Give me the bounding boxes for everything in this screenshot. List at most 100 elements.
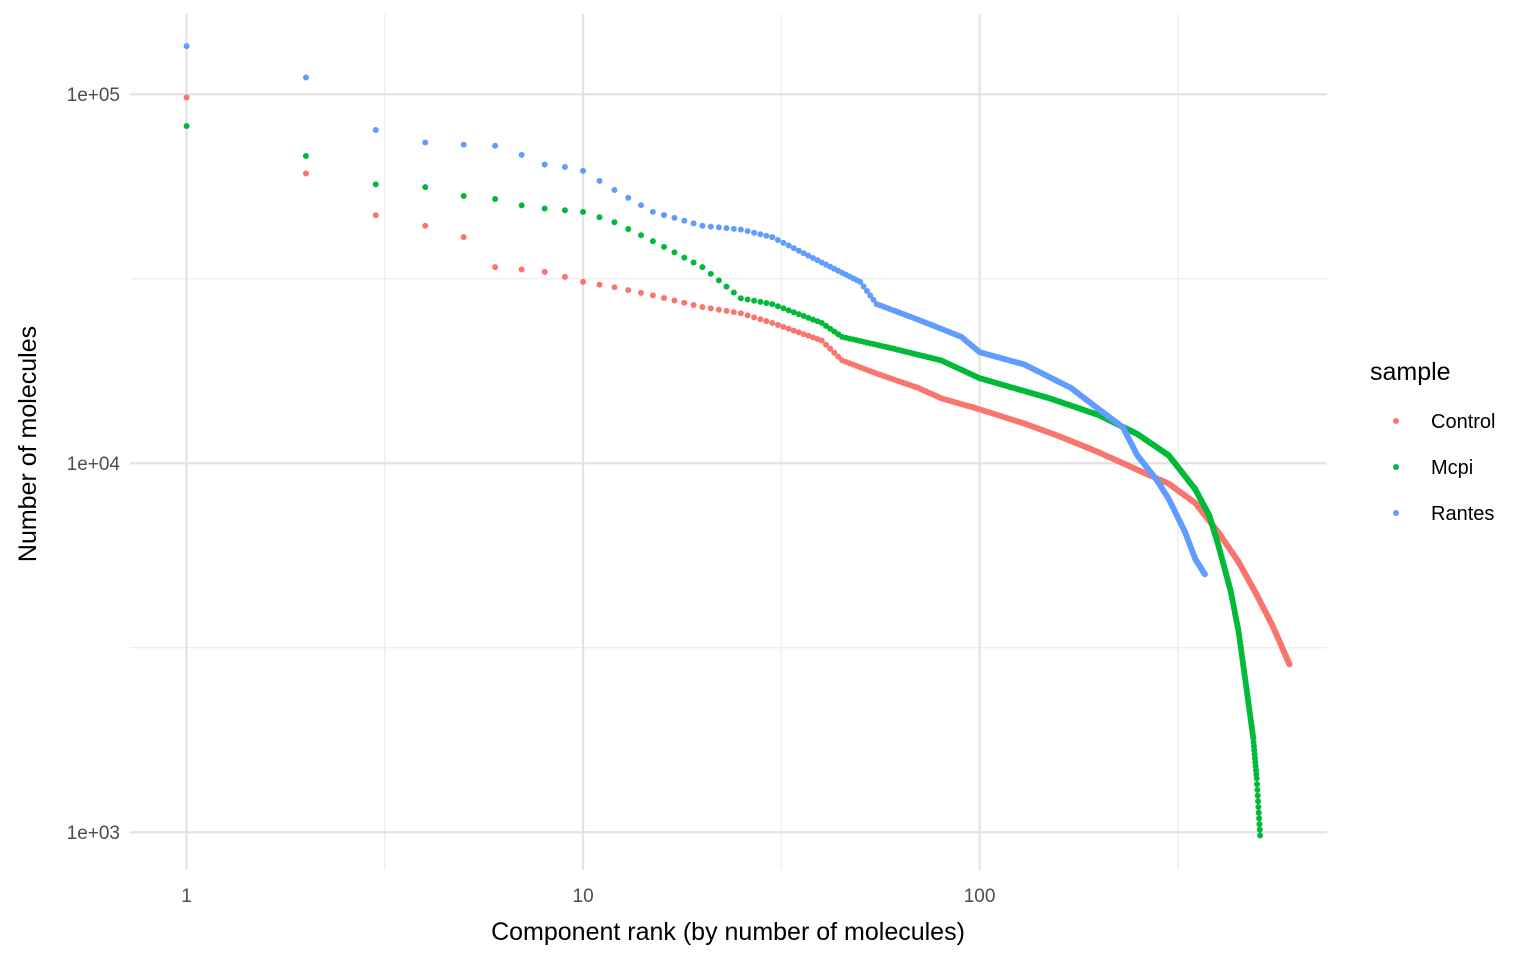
data-point (805, 314, 812, 321)
data-point (561, 207, 568, 214)
series-control (183, 94, 1293, 668)
legend-key (1393, 418, 1399, 424)
data-point (857, 278, 864, 285)
y-tick-label: 1e+03 (67, 823, 120, 844)
data-point (596, 177, 603, 184)
data-point (596, 214, 603, 221)
data-point (763, 232, 770, 239)
data-point (1201, 571, 1208, 578)
data-point (671, 249, 678, 256)
data-point (751, 314, 758, 321)
data-point (730, 289, 737, 296)
data-point (757, 231, 764, 238)
data-point (649, 238, 656, 245)
data-point (785, 242, 792, 249)
data-point (867, 292, 874, 299)
x-axis-title: Component rank (by number of molecules) (491, 918, 965, 946)
series-rantes (183, 43, 1208, 578)
data-point (737, 226, 744, 233)
data-point (671, 297, 678, 304)
data-point (690, 220, 697, 227)
data-point (774, 321, 781, 328)
data-point (769, 301, 776, 308)
data-point (730, 309, 737, 316)
data-point (541, 205, 548, 212)
data-point (723, 283, 730, 290)
y-axis-title: Number of molecules (14, 326, 42, 562)
data-point (611, 284, 618, 291)
data-point (785, 325, 792, 332)
data-point (805, 332, 812, 339)
data-point (1256, 815, 1263, 822)
data-point (302, 153, 309, 160)
data-point (1255, 804, 1262, 811)
data-point (671, 214, 678, 221)
data-point (744, 296, 751, 303)
data-point (422, 184, 429, 191)
data-point (790, 327, 797, 334)
data-point (638, 232, 645, 239)
data-point (460, 192, 467, 199)
data-point (795, 247, 802, 254)
data-point (827, 345, 834, 352)
data-point (763, 318, 770, 325)
data-points (183, 43, 1293, 839)
x-tick-label: 1 (181, 886, 192, 907)
data-point (492, 264, 499, 271)
data-point (638, 202, 645, 209)
data-point (800, 250, 807, 257)
data-point (649, 292, 656, 299)
data-point (780, 239, 787, 246)
data-point (541, 161, 548, 168)
data-point (723, 225, 730, 232)
data-point (460, 141, 467, 148)
data-point (580, 278, 587, 285)
data-point (795, 329, 802, 336)
y-tick-label: 1e+05 (67, 85, 120, 106)
data-point (690, 259, 697, 266)
data-point (785, 307, 792, 314)
legend-label: Mcpi (1431, 457, 1473, 479)
data-point (625, 225, 632, 232)
data-point (805, 252, 812, 259)
data-point (707, 270, 714, 277)
data-point (780, 323, 787, 330)
data-point (774, 303, 781, 310)
data-point (1254, 781, 1261, 788)
x-tick-label: 10 (573, 886, 594, 907)
data-point (1253, 775, 1260, 782)
data-point (580, 208, 587, 215)
data-point (818, 337, 825, 344)
data-point (1256, 821, 1263, 828)
data-point (561, 164, 568, 171)
data-point (730, 225, 737, 232)
data-point (302, 74, 309, 81)
data-point (809, 254, 816, 261)
data-point (661, 243, 668, 250)
data-point (723, 307, 730, 314)
data-point (596, 281, 603, 288)
legend-key (1393, 464, 1399, 470)
data-point (835, 353, 842, 360)
data-point (780, 305, 787, 312)
data-point (800, 313, 807, 320)
data-point (1254, 792, 1261, 799)
data-point (751, 229, 758, 236)
data-point (580, 167, 587, 174)
legend-key (1393, 510, 1399, 516)
data-point (518, 266, 525, 273)
data-point (1257, 832, 1264, 839)
data-point (518, 151, 525, 158)
data-point (744, 228, 751, 235)
legend-label: Rantes (1431, 503, 1494, 525)
data-point (1255, 798, 1262, 805)
data-point (611, 219, 618, 226)
legend: sample Control Mcpi Rantes (1370, 358, 1495, 525)
data-point (790, 245, 797, 252)
data-point (863, 288, 870, 295)
data-point (737, 295, 744, 302)
data-point (800, 331, 807, 338)
data-point (818, 319, 825, 326)
data-point (625, 287, 632, 294)
